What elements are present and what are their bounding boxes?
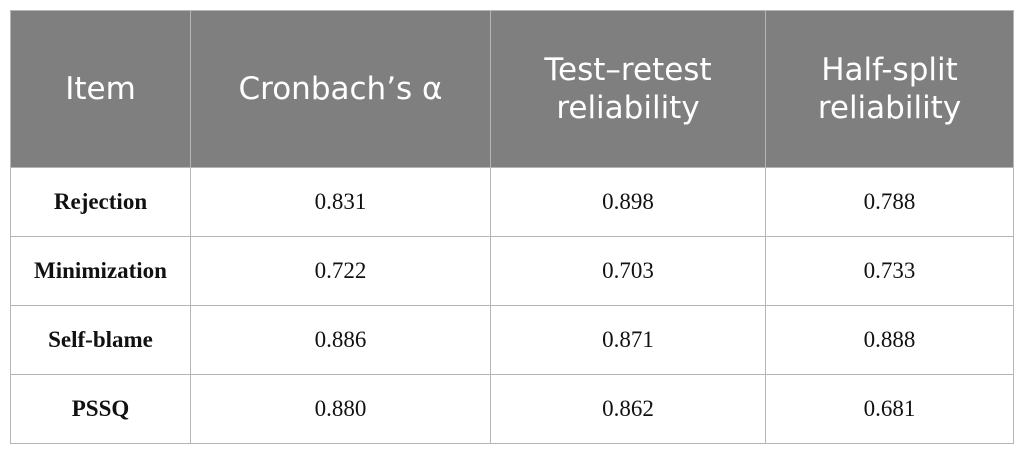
value-cell: 0.871	[490, 305, 766, 375]
value-cell: 0.886	[190, 305, 491, 375]
value-cell: 0.788	[765, 167, 1014, 237]
item-cell: Self-blame	[10, 305, 191, 375]
table-body: Rejection 0.831 0.898 0.788 Minimization 0.72…	[10, 167, 1014, 444]
header-text: Test–retest reliability	[544, 52, 712, 126]
value-cell: 0.862	[490, 374, 766, 444]
header-text: Half-split reliability	[817, 52, 962, 126]
table-row: Rejection 0.831 0.898 0.788	[10, 167, 1014, 237]
value-cell: 0.898	[490, 167, 766, 237]
header-cell: Test–retest reliability	[490, 10, 766, 168]
reliability-table: Item Cronbach’s α Test–retest reliability H…	[10, 10, 1014, 444]
value-cell: 0.831	[190, 167, 491, 237]
table-row: Self-blame 0.886 0.871 0.888	[10, 305, 1014, 375]
header-cell: Half-split reliability	[765, 10, 1014, 168]
header-text: Item	[65, 71, 136, 107]
value-cell: 0.722	[190, 236, 491, 306]
table-row: Minimization 0.722 0.703 0.733	[10, 236, 1014, 306]
value-cell: 0.880	[190, 374, 491, 444]
header-row: Item Cronbach’s α Test–retest reliability H…	[10, 10, 1014, 168]
header-cell: Item	[10, 10, 191, 168]
value-cell: 0.733	[765, 236, 1014, 306]
header-cell: Cronbach’s α	[190, 10, 491, 168]
table-row: PSSQ 0.880 0.862 0.681	[10, 374, 1014, 444]
item-cell: Rejection	[10, 167, 191, 237]
item-cell: PSSQ	[10, 374, 191, 444]
value-cell: 0.888	[765, 305, 1014, 375]
value-cell: 0.681	[765, 374, 1014, 444]
item-cell: Minimization	[10, 236, 191, 306]
value-cell: 0.703	[490, 236, 766, 306]
header-text: Cronbach’s α	[238, 71, 443, 107]
